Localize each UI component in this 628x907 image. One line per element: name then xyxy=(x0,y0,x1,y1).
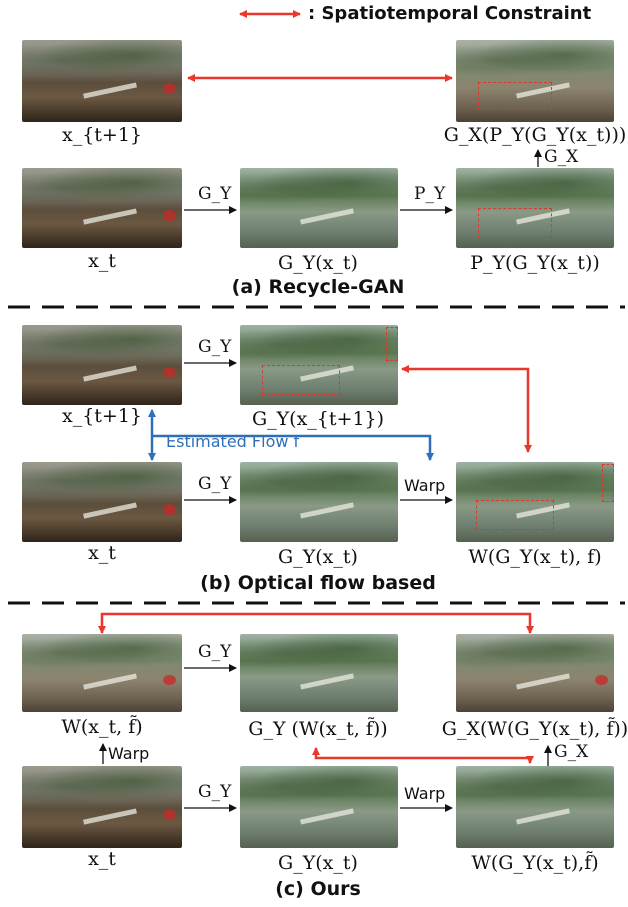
c-frame-gx-w xyxy=(456,634,614,712)
a-highlight-box-bottom xyxy=(478,208,552,238)
b-label-gy-xt1: G_Y(x_{t+1}) xyxy=(251,408,385,430)
b-highlight-edge-bottom xyxy=(602,464,614,502)
a-frame-gx-py-gy xyxy=(456,40,614,122)
a-frame-x-t xyxy=(22,168,182,248)
c-frame-x-t xyxy=(22,766,182,848)
b-label-w-gy: W(G_Y(x_t), f) xyxy=(468,546,602,568)
b-highlight-box-bottom xyxy=(476,500,554,530)
b-highlight-box-top xyxy=(262,365,340,395)
c-frame-w-gy xyxy=(456,766,614,848)
b-flow-label: Estimated Flow f xyxy=(166,432,300,451)
b-label-gy-xt: G_Y(x_t) xyxy=(278,546,358,568)
c-arrow-label-warp-up: Warp xyxy=(108,744,150,763)
a-label-x-t1: x_{t+1} xyxy=(61,124,143,146)
a-label-py-gy: P_Y(G_Y(x_t)) xyxy=(470,252,600,274)
a-label-gy-xt: G_Y(x_t) xyxy=(278,252,358,274)
c-arrow-label-gx: G_X xyxy=(554,742,589,762)
a-arrow-label-py: P_Y xyxy=(414,184,446,204)
b-frame-gy-xt xyxy=(240,462,398,542)
c-label-w-xt: W(x_t, f̃) xyxy=(61,716,143,738)
legend-text: : Spatiotemporal Constraint xyxy=(308,3,592,24)
c-constraint-top-arrow xyxy=(98,612,534,634)
c-constraint-mid-arrow xyxy=(312,747,534,764)
c-arrow-label-gy-top: G_Y xyxy=(198,642,232,662)
a-frame-gy-xt xyxy=(240,168,398,248)
c-arrow-label-warp-right: Warp xyxy=(404,784,446,803)
b-constraint-arrow xyxy=(401,365,532,453)
b-arrow-label-warp: Warp xyxy=(404,476,446,495)
b-label-x-t1: x_{t+1} xyxy=(61,405,143,427)
c-label-w-gy: W(G_Y(x_t),f̃) xyxy=(471,852,599,874)
c-label-gx-w: G_X(W(G_Y(x_t), f̃)) xyxy=(441,718,628,740)
a-frame-x-t1 xyxy=(22,40,182,122)
b-frame-x-t xyxy=(22,462,182,542)
a-arrow-label-gx: G_X xyxy=(544,147,579,167)
b-caption: (b) Optical flow based xyxy=(200,572,436,594)
c-arrow-label-gy-bottom: G_Y xyxy=(198,782,232,802)
c-caption: (c) Ours xyxy=(275,878,361,900)
b-frame-gy-xt1 xyxy=(240,325,398,405)
c-label-gy-xt: G_Y(x_t) xyxy=(278,852,358,874)
b-arrow-label-gy-top: G_Y xyxy=(198,337,232,357)
a-arrow-label-gy: G_Y xyxy=(198,184,232,204)
b-arrow-label-gy-bottom: G_Y xyxy=(198,474,232,494)
b-frame-x-t1 xyxy=(22,325,182,405)
c-label-gy-w: G_Y (W(x_t, f̃)) xyxy=(248,718,388,740)
c-frame-gy-xt xyxy=(240,766,398,848)
a-label-x-t: x_t xyxy=(88,250,116,272)
a-highlight-box-top xyxy=(478,82,552,110)
a-frame-py-gy xyxy=(456,168,614,248)
c-frame-gy-w xyxy=(240,634,398,712)
a-caption: (a) Recycle-GAN xyxy=(231,276,405,298)
c-frame-w-xt xyxy=(22,634,182,712)
b-flow-arrow-right xyxy=(152,434,434,461)
b-frame-w-gy xyxy=(456,462,614,542)
a-label-gx-py-gy: G_X(P_Y(G_Y(x_t))) xyxy=(443,124,627,146)
c-label-x-t: x_t xyxy=(88,848,116,870)
b-label-x-t: x_t xyxy=(88,542,116,564)
b-highlight-edge-top xyxy=(386,327,398,361)
